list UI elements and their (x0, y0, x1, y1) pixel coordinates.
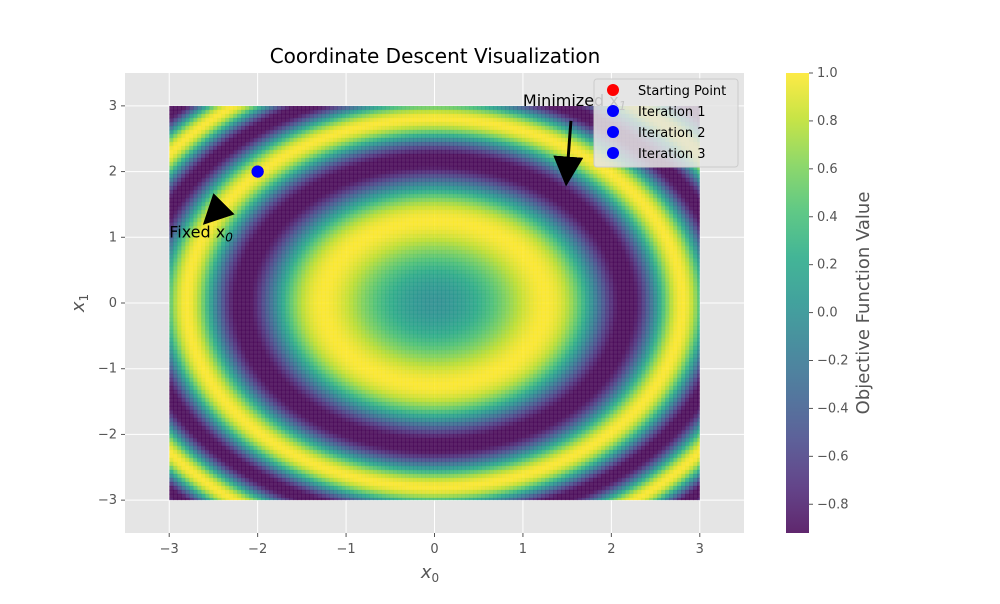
x-tick-label: 2 (607, 542, 615, 557)
colorbar-gradient (786, 73, 809, 533)
legend-marker (607, 105, 619, 117)
y-tick-label: −3 (98, 493, 117, 508)
x-tick-label: 1 (519, 542, 527, 557)
point-iteration-3 (252, 166, 264, 178)
colorbar-tick-label: 0.0 (817, 306, 838, 321)
y-tick-label: 1 (109, 230, 117, 245)
colorbar-tick-label: −0.2 (817, 354, 849, 369)
colorbar-label: Objective Function Value (853, 192, 874, 415)
colorbar-tick-label: 1.0 (817, 66, 838, 81)
colorbar-ticks: −0.8 −0.6 −0.4 −0.2 0.0 0.2 0.4 0.6 0.8 1.0 (809, 66, 849, 512)
y-tick-label: −2 (98, 427, 117, 442)
colorbar-tick-label: 0.2 (817, 258, 838, 273)
y-axis-label-sub: 1 (77, 294, 91, 302)
data-points (252, 166, 264, 178)
x-tick-label: 3 (696, 542, 704, 557)
colorbar-tick-label: 0.6 (817, 162, 838, 177)
x-ticks: −3 −2 −1 0 1 2 3 (160, 533, 704, 557)
legend-label: Iteration 1 (638, 105, 706, 120)
x-axis-label: x0 (420, 562, 439, 585)
colorbar-tick-label: −0.8 (817, 497, 849, 512)
x-axis-label-sub: 0 (432, 571, 440, 585)
colorbar-tick-label: 0.8 (817, 114, 838, 129)
legend: Starting Point Iteration 1 Iteration 2 Iter… (594, 79, 738, 167)
y-tick-label: 2 (109, 165, 117, 180)
x-tick-label: −2 (248, 542, 267, 557)
colorbar-tick-label: −0.6 (817, 449, 849, 464)
colorbar: −0.8 −0.6 −0.4 −0.2 0.0 0.2 0.4 0.6 0.8 1.0 Objec… (786, 66, 874, 533)
legend-marker (607, 147, 619, 159)
y-axis-label-base: x (68, 301, 89, 313)
y-ticks: −3 −2 −1 0 1 2 3 (98, 99, 125, 508)
x-tick-label: −3 (160, 542, 179, 557)
chart-title: Coordinate Descent Visualization (270, 44, 601, 68)
legend-marker (607, 126, 619, 138)
x-axis-label-base: x (420, 562, 432, 583)
y-axis-label: x1 (68, 294, 91, 313)
legend-label: Iteration 3 (638, 147, 706, 162)
y-tick-label: 0 (109, 296, 117, 311)
y-tick-label: −1 (98, 362, 117, 377)
y-tick-label: 3 (109, 99, 117, 114)
x-tick-label: −1 (336, 542, 355, 557)
colorbar-tick-label: 0.4 (817, 210, 838, 225)
x-tick-label: 0 (430, 542, 438, 557)
legend-marker (607, 84, 619, 96)
legend-label: Starting Point (638, 84, 726, 99)
annotation-text: Fixed x0 (169, 222, 233, 244)
legend-label: Iteration 2 (638, 126, 706, 141)
colorbar-tick-label: −0.4 (817, 401, 849, 416)
